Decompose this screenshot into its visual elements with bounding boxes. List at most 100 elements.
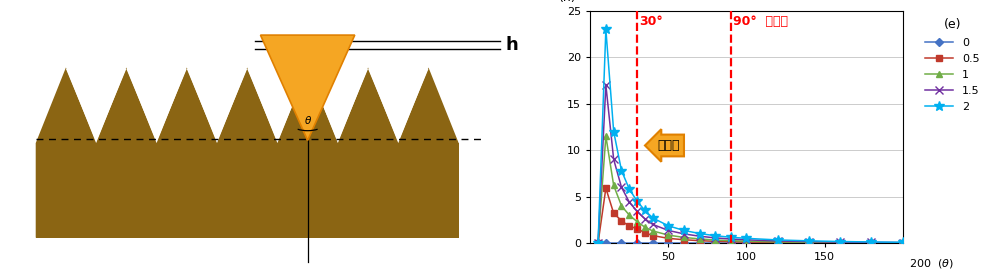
1 bbox=[592, 241, 604, 245]
1 bbox=[897, 241, 909, 245]
1 bbox=[740, 239, 752, 243]
0.5 bbox=[865, 241, 877, 245]
Polygon shape bbox=[65, 69, 126, 142]
Polygon shape bbox=[36, 68, 458, 238]
1 bbox=[834, 241, 846, 244]
1.5 bbox=[678, 232, 689, 235]
0 bbox=[693, 241, 705, 245]
2 bbox=[834, 240, 846, 243]
0.5 bbox=[592, 241, 604, 245]
1 bbox=[865, 241, 877, 244]
Text: 200  ($\theta$): 200 ($\theta$) bbox=[909, 257, 954, 270]
0 bbox=[772, 241, 784, 245]
1.5 bbox=[709, 236, 721, 239]
2 bbox=[600, 28, 612, 31]
Line: 2: 2 bbox=[593, 25, 908, 248]
1 bbox=[709, 238, 721, 242]
1.5 bbox=[772, 239, 784, 242]
0.5 bbox=[678, 238, 689, 241]
2 bbox=[608, 130, 620, 133]
2 bbox=[615, 169, 628, 172]
Line: 0: 0 bbox=[595, 240, 906, 246]
1 bbox=[725, 239, 737, 242]
1.5 bbox=[663, 229, 675, 232]
Polygon shape bbox=[247, 69, 308, 142]
2 bbox=[663, 224, 675, 227]
0 bbox=[803, 241, 814, 245]
0 bbox=[725, 241, 737, 245]
0.5 bbox=[709, 240, 721, 243]
1.5 bbox=[615, 186, 628, 189]
Text: e: e bbox=[303, 269, 312, 270]
Line: 0.5: 0.5 bbox=[594, 185, 907, 247]
1 bbox=[678, 236, 689, 239]
0 bbox=[592, 241, 604, 245]
0.5 bbox=[623, 225, 635, 228]
0.5 bbox=[834, 241, 846, 244]
0.5 bbox=[615, 219, 628, 222]
1.5 bbox=[639, 217, 651, 221]
0.5 bbox=[663, 237, 675, 240]
0.5 bbox=[897, 241, 909, 245]
0 bbox=[647, 241, 659, 245]
Bar bbox=[36, 143, 458, 238]
Text: 예각화: 예각화 bbox=[657, 139, 680, 152]
1 bbox=[772, 240, 784, 244]
0 bbox=[740, 241, 752, 245]
0.5 bbox=[600, 187, 612, 190]
0 bbox=[663, 241, 675, 245]
1.5 bbox=[608, 158, 620, 161]
Polygon shape bbox=[308, 69, 368, 142]
Text: 90°  프리즘: 90° 프리즘 bbox=[733, 15, 789, 28]
1 bbox=[623, 214, 635, 217]
Text: h: h bbox=[505, 36, 518, 54]
2 bbox=[678, 229, 689, 232]
2 bbox=[725, 236, 737, 239]
Polygon shape bbox=[186, 69, 247, 142]
0.5 bbox=[647, 234, 659, 237]
0.5 bbox=[608, 212, 620, 215]
1 bbox=[615, 204, 628, 207]
Polygon shape bbox=[368, 69, 429, 142]
1.5 bbox=[631, 210, 643, 213]
1.5 bbox=[647, 223, 659, 226]
1.5 bbox=[740, 238, 752, 241]
1 bbox=[803, 241, 814, 244]
1 bbox=[663, 234, 675, 237]
Line: 1.5: 1.5 bbox=[594, 81, 907, 247]
0.5 bbox=[772, 241, 784, 244]
0.5 bbox=[639, 231, 651, 234]
0 bbox=[897, 241, 909, 245]
2 bbox=[592, 241, 604, 245]
0.5 bbox=[740, 241, 752, 244]
Text: $\theta$: $\theta$ bbox=[304, 114, 311, 126]
0 bbox=[834, 241, 846, 245]
0 bbox=[631, 241, 643, 245]
1 bbox=[639, 226, 651, 229]
2 bbox=[740, 237, 752, 240]
2 bbox=[631, 200, 643, 203]
2 bbox=[709, 234, 721, 237]
0.5 bbox=[631, 227, 643, 230]
0 bbox=[600, 241, 612, 245]
0.5 bbox=[803, 241, 814, 244]
Line: 1: 1 bbox=[594, 133, 907, 247]
2 bbox=[897, 241, 909, 244]
2 bbox=[865, 240, 877, 244]
1 bbox=[600, 134, 612, 138]
Polygon shape bbox=[126, 69, 186, 142]
1.5 bbox=[897, 241, 909, 244]
Text: 30°: 30° bbox=[640, 15, 664, 28]
2 bbox=[647, 216, 659, 220]
1.5 bbox=[623, 201, 635, 204]
0 bbox=[678, 241, 689, 245]
1 bbox=[693, 237, 705, 241]
1.5 bbox=[693, 235, 705, 238]
1.5 bbox=[725, 237, 737, 241]
0 bbox=[865, 241, 877, 245]
Text: (h): (h) bbox=[559, 0, 576, 4]
2 bbox=[772, 238, 784, 242]
1 bbox=[608, 184, 620, 187]
1.5 bbox=[803, 240, 814, 243]
0.5 bbox=[693, 239, 705, 242]
